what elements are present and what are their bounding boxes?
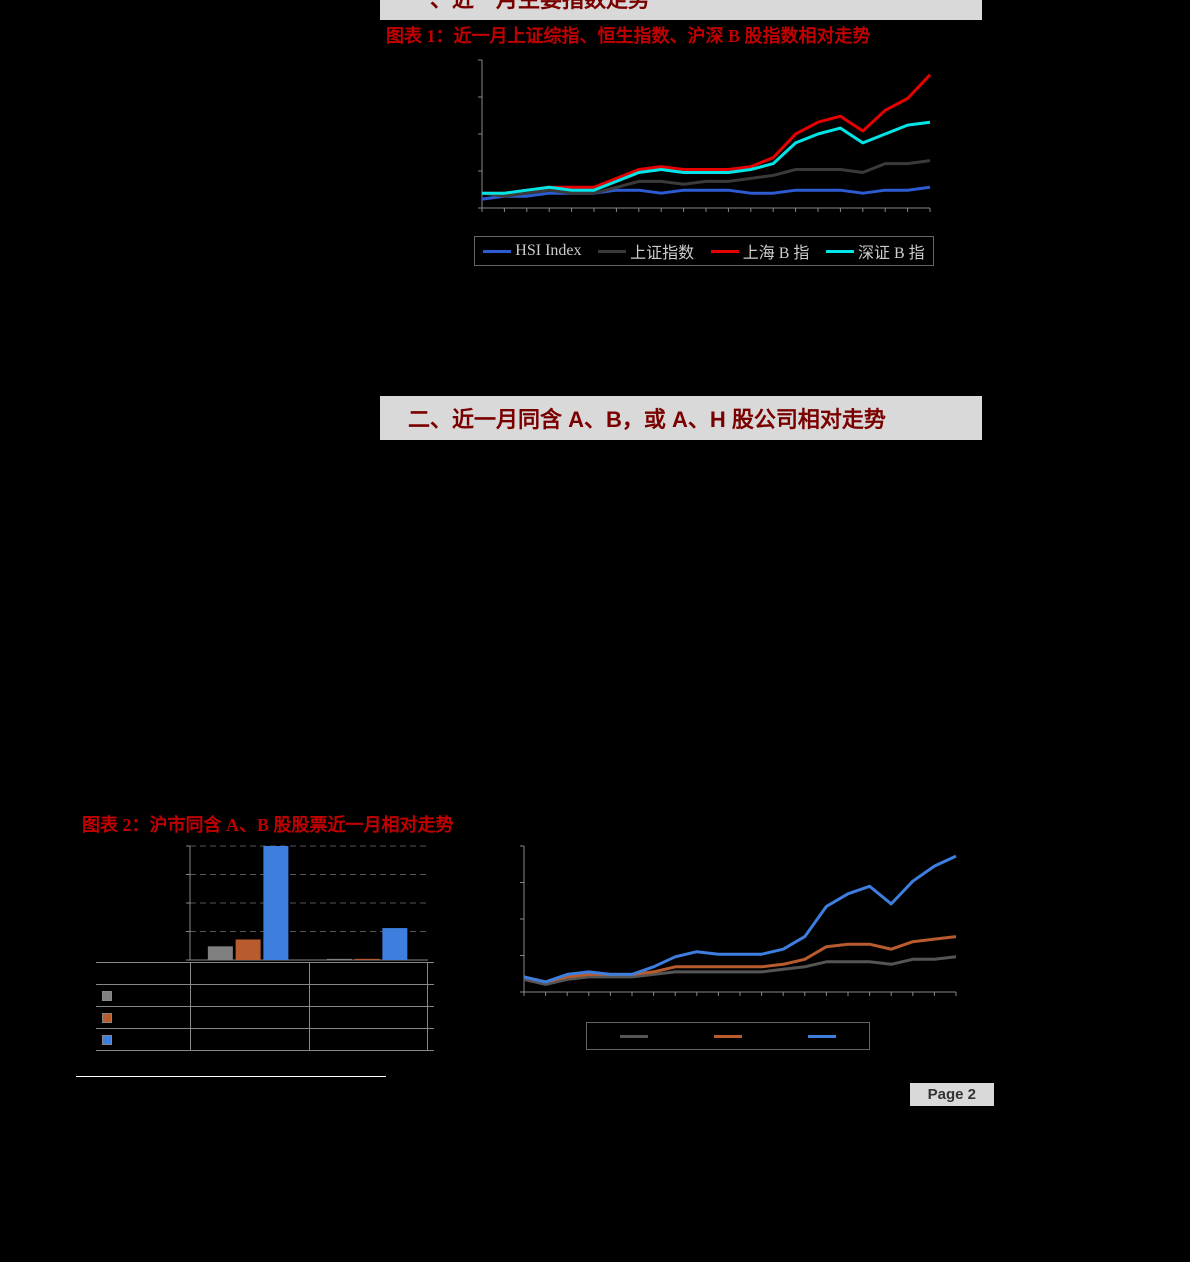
- table-cell: [309, 1007, 428, 1028]
- legend-swatch: [598, 250, 626, 253]
- table-cell: [190, 985, 309, 1006]
- table-row: [96, 1028, 434, 1050]
- chart-1: [474, 56, 934, 216]
- table-cell: [96, 1007, 190, 1028]
- legend-item-shanghai-b: 上海 B 指: [711, 239, 810, 263]
- table-cell: [96, 985, 190, 1006]
- table-cell: [190, 1029, 309, 1050]
- legend-label: 上证指数: [630, 239, 694, 263]
- legend-item: [808, 1035, 836, 1038]
- table-row: [96, 1006, 434, 1028]
- legend-swatch: [620, 1035, 648, 1038]
- legend-item-HSI Index: HSI Index: [483, 242, 581, 260]
- legend-label: HSI Index: [515, 242, 581, 260]
- chart-2-left-legend-table: [96, 962, 434, 1051]
- legend-item-shenzhen-b: 深证 B 指: [826, 239, 925, 263]
- legend-item: [714, 1035, 742, 1038]
- bar-legend-swatch: [102, 991, 112, 1001]
- table-cell: [309, 963, 428, 984]
- chart-1-svg: [474, 56, 934, 216]
- figure-1-caption-text: 图表 1：近一月上证综指、恒生指数、沪深 B 股指数相对走势: [386, 26, 871, 46]
- section-2-header-text: 二、近一月同含 A、B，或 A、H 股公司相对走势: [408, 407, 886, 432]
- legend-item-shangzheng: 上证指数: [598, 239, 694, 263]
- bar-legend-swatch: [102, 1013, 112, 1023]
- chart-2-right-legend: [586, 1022, 870, 1050]
- legend-item: [620, 1035, 648, 1038]
- legend-label: 上海 B 指: [743, 239, 810, 263]
- legend-swatch: [714, 1035, 742, 1038]
- bar-legend-swatch: [102, 1035, 112, 1045]
- footnote-separator: [76, 1076, 386, 1077]
- legend-swatch: [826, 250, 854, 253]
- page-number: Page 2: [910, 1083, 994, 1106]
- table-cell: [190, 1007, 309, 1028]
- section-2-header: 二、近一月同含 A、B，或 A、H 股公司相对走势: [380, 396, 982, 440]
- figure-1-caption: 图表 1：近一月上证综指、恒生指数、沪深 B 股指数相对走势: [386, 16, 871, 54]
- table-row: [96, 984, 434, 1006]
- section-1-header-text: 一、近一月主要指数走势: [408, 0, 650, 12]
- legend-swatch: [711, 250, 739, 253]
- table-cell: [309, 1029, 428, 1050]
- chart-2-left: [96, 844, 434, 962]
- legend-swatch: [483, 250, 511, 253]
- table-cell: [190, 963, 309, 984]
- page-number-text: Page 2: [928, 1086, 976, 1103]
- legend-label: 深证 B 指: [858, 239, 925, 263]
- chart-1-legend: HSI Index 上证指数 上海 B 指 深证 B 指: [474, 236, 934, 266]
- table-row: [96, 962, 434, 984]
- chart-2-right: [516, 842, 960, 1000]
- chart-2-right-svg: [516, 842, 960, 1000]
- table-cell: [96, 963, 190, 984]
- chart-2-left-svg: [96, 844, 434, 962]
- table-cell: [96, 1029, 190, 1050]
- figure-2-caption-text: 图表 2：沪市同含 A、B 股股票近一月相对走势: [82, 815, 454, 835]
- figure-2-caption: 图表 2：沪市同含 A、B 股股票近一月相对走势: [82, 805, 454, 843]
- table-cell: [309, 985, 428, 1006]
- legend-swatch: [808, 1035, 836, 1038]
